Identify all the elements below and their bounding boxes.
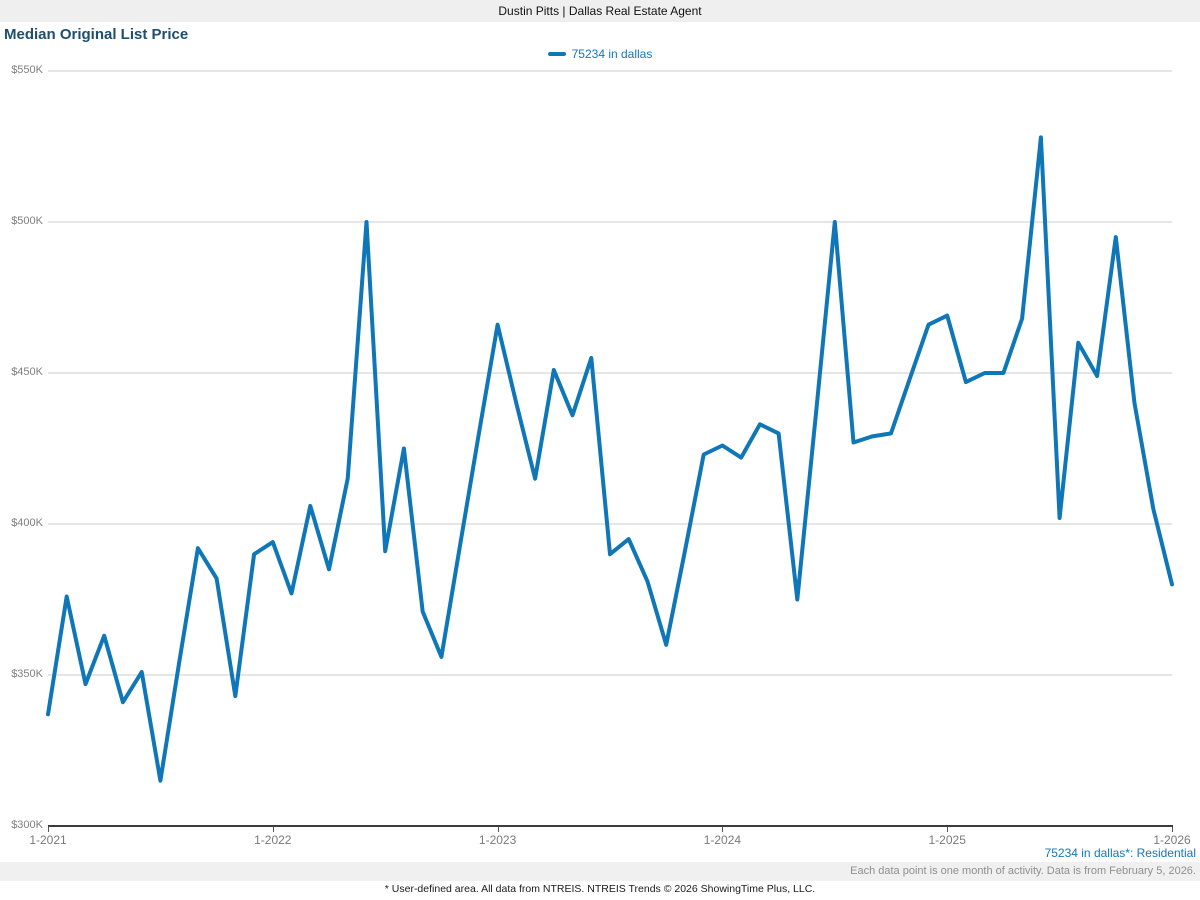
chart-legend[interactable]: 75234 in dallas [0, 46, 1200, 62]
note-band: Each data point is one month of activity… [0, 862, 1200, 881]
series-note: 75234 in dallas*: Residential [1044, 846, 1196, 860]
y-axis-label: $500K [11, 215, 43, 227]
x-axis-label: 1-2026 [1153, 833, 1191, 847]
legend-line-swatch-icon [547, 52, 566, 56]
x-axis-tick [1172, 827, 1173, 832]
x-axis-label: 1-2025 [928, 833, 966, 847]
disclaimer-note: * User-defined area. All data from NTREI… [384, 883, 816, 895]
page-title: Median Original List Price [4, 26, 189, 43]
y-axis-label: $550K [11, 64, 43, 76]
x-axis-label: 1-2024 [703, 833, 742, 847]
x-axis-label: 1-2023 [478, 833, 517, 847]
y-axis-label: $350K [11, 668, 43, 680]
activity-note: Each data point is one month of activity… [850, 865, 1196, 877]
price-line-chart[interactable] [46, 70, 1174, 826]
x-axis-label: 1-2021 [29, 833, 67, 847]
x-axis-tick [947, 827, 949, 832]
header-title: Dustin Pitts | Dallas Real Estate Agent [498, 4, 702, 18]
x-axis-tick [272, 827, 274, 832]
x-axis-tick [497, 827, 499, 832]
x-axis-label: 1-2022 [254, 833, 292, 847]
x-axis-tick [48, 827, 49, 832]
price-series-line[interactable] [46, 135, 1174, 783]
y-axis-label: $300K [11, 819, 43, 831]
header-bar: Dustin Pitts | Dallas Real Estate Agent [0, 0, 1200, 22]
x-axis-tick [722, 827, 724, 832]
y-axis-label: $450K [11, 366, 43, 378]
y-axis-label: $400K [11, 517, 43, 529]
x-axis-line [48, 825, 1173, 827]
legend-label: 75234 in dallas [571, 47, 653, 61]
